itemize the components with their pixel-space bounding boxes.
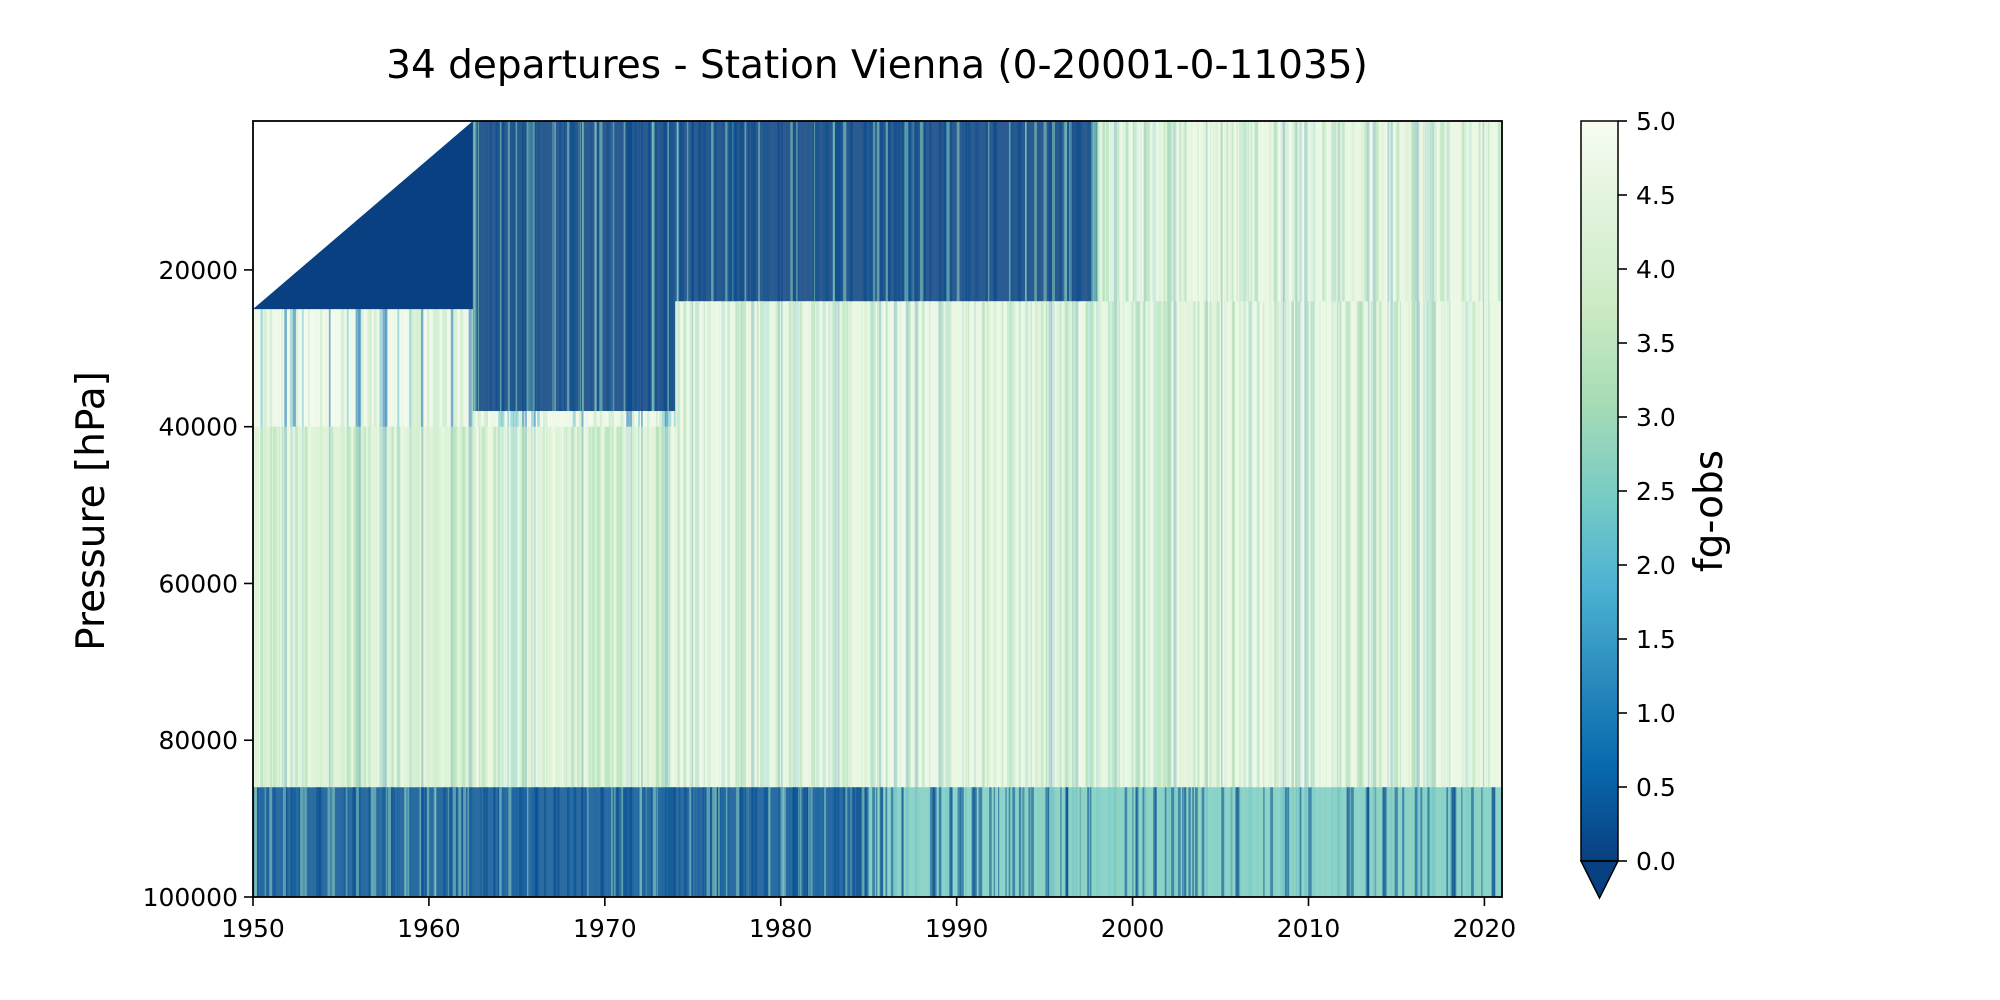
region-2 (675, 121, 1099, 302)
colorbar-tick-label: 4.5 (1636, 181, 1676, 210)
chart-title: 34 departures - Station Vienna (0-20001-… (386, 43, 1368, 88)
x-tick-label: 1960 (397, 914, 461, 943)
y-tick-label: 60000 (158, 569, 238, 598)
low-departure-regions (253, 121, 1502, 897)
colorbar-tick-label: 2.5 (1636, 477, 1676, 506)
region-4 (1097, 121, 1502, 302)
y-tick-label: 100000 (143, 883, 238, 912)
colorbar-tick-label: 4.0 (1636, 255, 1676, 284)
colorbar-tick-label: 1.0 (1636, 699, 1676, 728)
colorbar-tick-label: 2.0 (1636, 551, 1676, 580)
colorbar-bar (1581, 121, 1618, 861)
x-tick-label: 2010 (1277, 914, 1341, 943)
colorbar-tick-label: 5.0 (1636, 107, 1676, 136)
colorbar-tick-label: 3.0 (1636, 403, 1676, 432)
plot-area (253, 121, 1502, 897)
region-5 (253, 426, 678, 788)
colorbar-tick-label: 3.5 (1636, 329, 1676, 358)
y-axis-label: Pressure [hPa] (69, 371, 114, 651)
colorbar-min-extension (1579, 860, 1620, 900)
x-axis: 1950 1960 1970 1980 1990 2000 2010 2020 (221, 897, 1516, 943)
region-0 (253, 121, 473, 310)
plot-frame (252, 120, 1503, 898)
region-3 (675, 301, 1502, 788)
x-tick-label: 1980 (749, 914, 813, 943)
y-tick-label: 20000 (158, 256, 238, 285)
colorbar-ticks: 0.0 0.5 1.0 1.5 2.0 2.5 3.0 3.5 4.0 4.5 5.0 (1618, 107, 1676, 876)
colorbar-tick-label: 0.0 (1636, 847, 1676, 876)
region-6 (253, 787, 872, 897)
colorbar: 0.0 0.5 1.0 1.5 2.0 2.5 3.0 3.5 4.0 4.5 5.0 (1579, 107, 1676, 900)
y-axis: 20000 40000 60000 80000 100000 (143, 256, 253, 912)
x-tick-label: 2000 (1101, 914, 1165, 943)
y-tick-label: 80000 (158, 726, 238, 755)
x-tick-label: 2020 (1453, 914, 1517, 943)
y-tick-label: 40000 (158, 413, 238, 442)
region-7 (868, 787, 1502, 897)
x-tick-label: 1950 (221, 914, 285, 943)
colorbar-tick-label: 1.5 (1636, 625, 1676, 654)
x-tick-label: 1970 (573, 914, 637, 943)
x-tick-label: 1990 (925, 914, 989, 943)
region-1 (472, 121, 676, 412)
colorbar-tick-label: 0.5 (1636, 773, 1676, 802)
colorbar-label: fg-obs (1687, 450, 1732, 572)
